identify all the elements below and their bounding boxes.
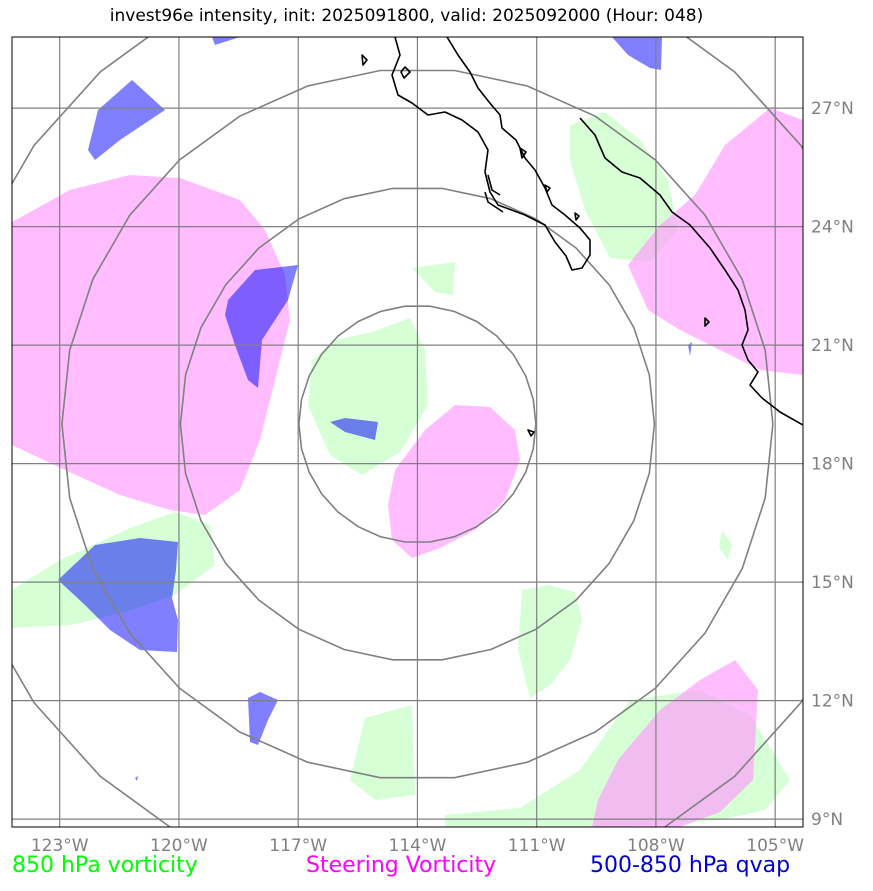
lon-tick-label: 114°W — [389, 836, 447, 856]
legend-qvap: 500-850 hPa qvap — [590, 853, 791, 878]
lon-tick-label: 120°W — [150, 836, 208, 856]
legend-steering-vorticity: Steering Vorticity — [306, 853, 497, 878]
lat-lon-gridlines — [12, 37, 803, 827]
map-frame — [11, 36, 804, 828]
qvap-layer — [58, 37, 692, 781]
lat-tick-labels: 27°N 24°N 21°N 18°N 15°N 12°N 9°N — [811, 99, 854, 830]
lat-tick-label: 27°N — [811, 99, 854, 119]
lon-tick-labels: 123°W 120°W 117°W 114°W 111°W 108°W 105°W — [31, 836, 804, 856]
lat-tick-label: 15°N — [811, 573, 854, 593]
lat-tick-label: 12°N — [811, 692, 854, 712]
lat-tick-label: 9°N — [811, 810, 843, 830]
map-title: invest96e intensity, init: 2025091800, v… — [109, 6, 704, 26]
lon-tick-label: 105°W — [746, 836, 804, 856]
lon-tick-label: 108°W — [627, 836, 685, 856]
lon-tick-label: 111°W — [508, 836, 566, 856]
coastline — [361, 37, 803, 437]
range-ring — [298, 305, 537, 543]
range-ring — [179, 187, 656, 661]
range-ring — [61, 69, 774, 779]
lon-tick-label: 123°W — [31, 836, 89, 856]
lat-tick-label: 21°N — [811, 336, 854, 356]
lat-tick-label: 24°N — [811, 218, 854, 238]
lat-tick-label: 18°N — [811, 455, 854, 475]
legend-850hpa-vorticity: 850 hPa vorticity — [12, 853, 198, 878]
lon-tick-label: 117°W — [269, 836, 327, 856]
